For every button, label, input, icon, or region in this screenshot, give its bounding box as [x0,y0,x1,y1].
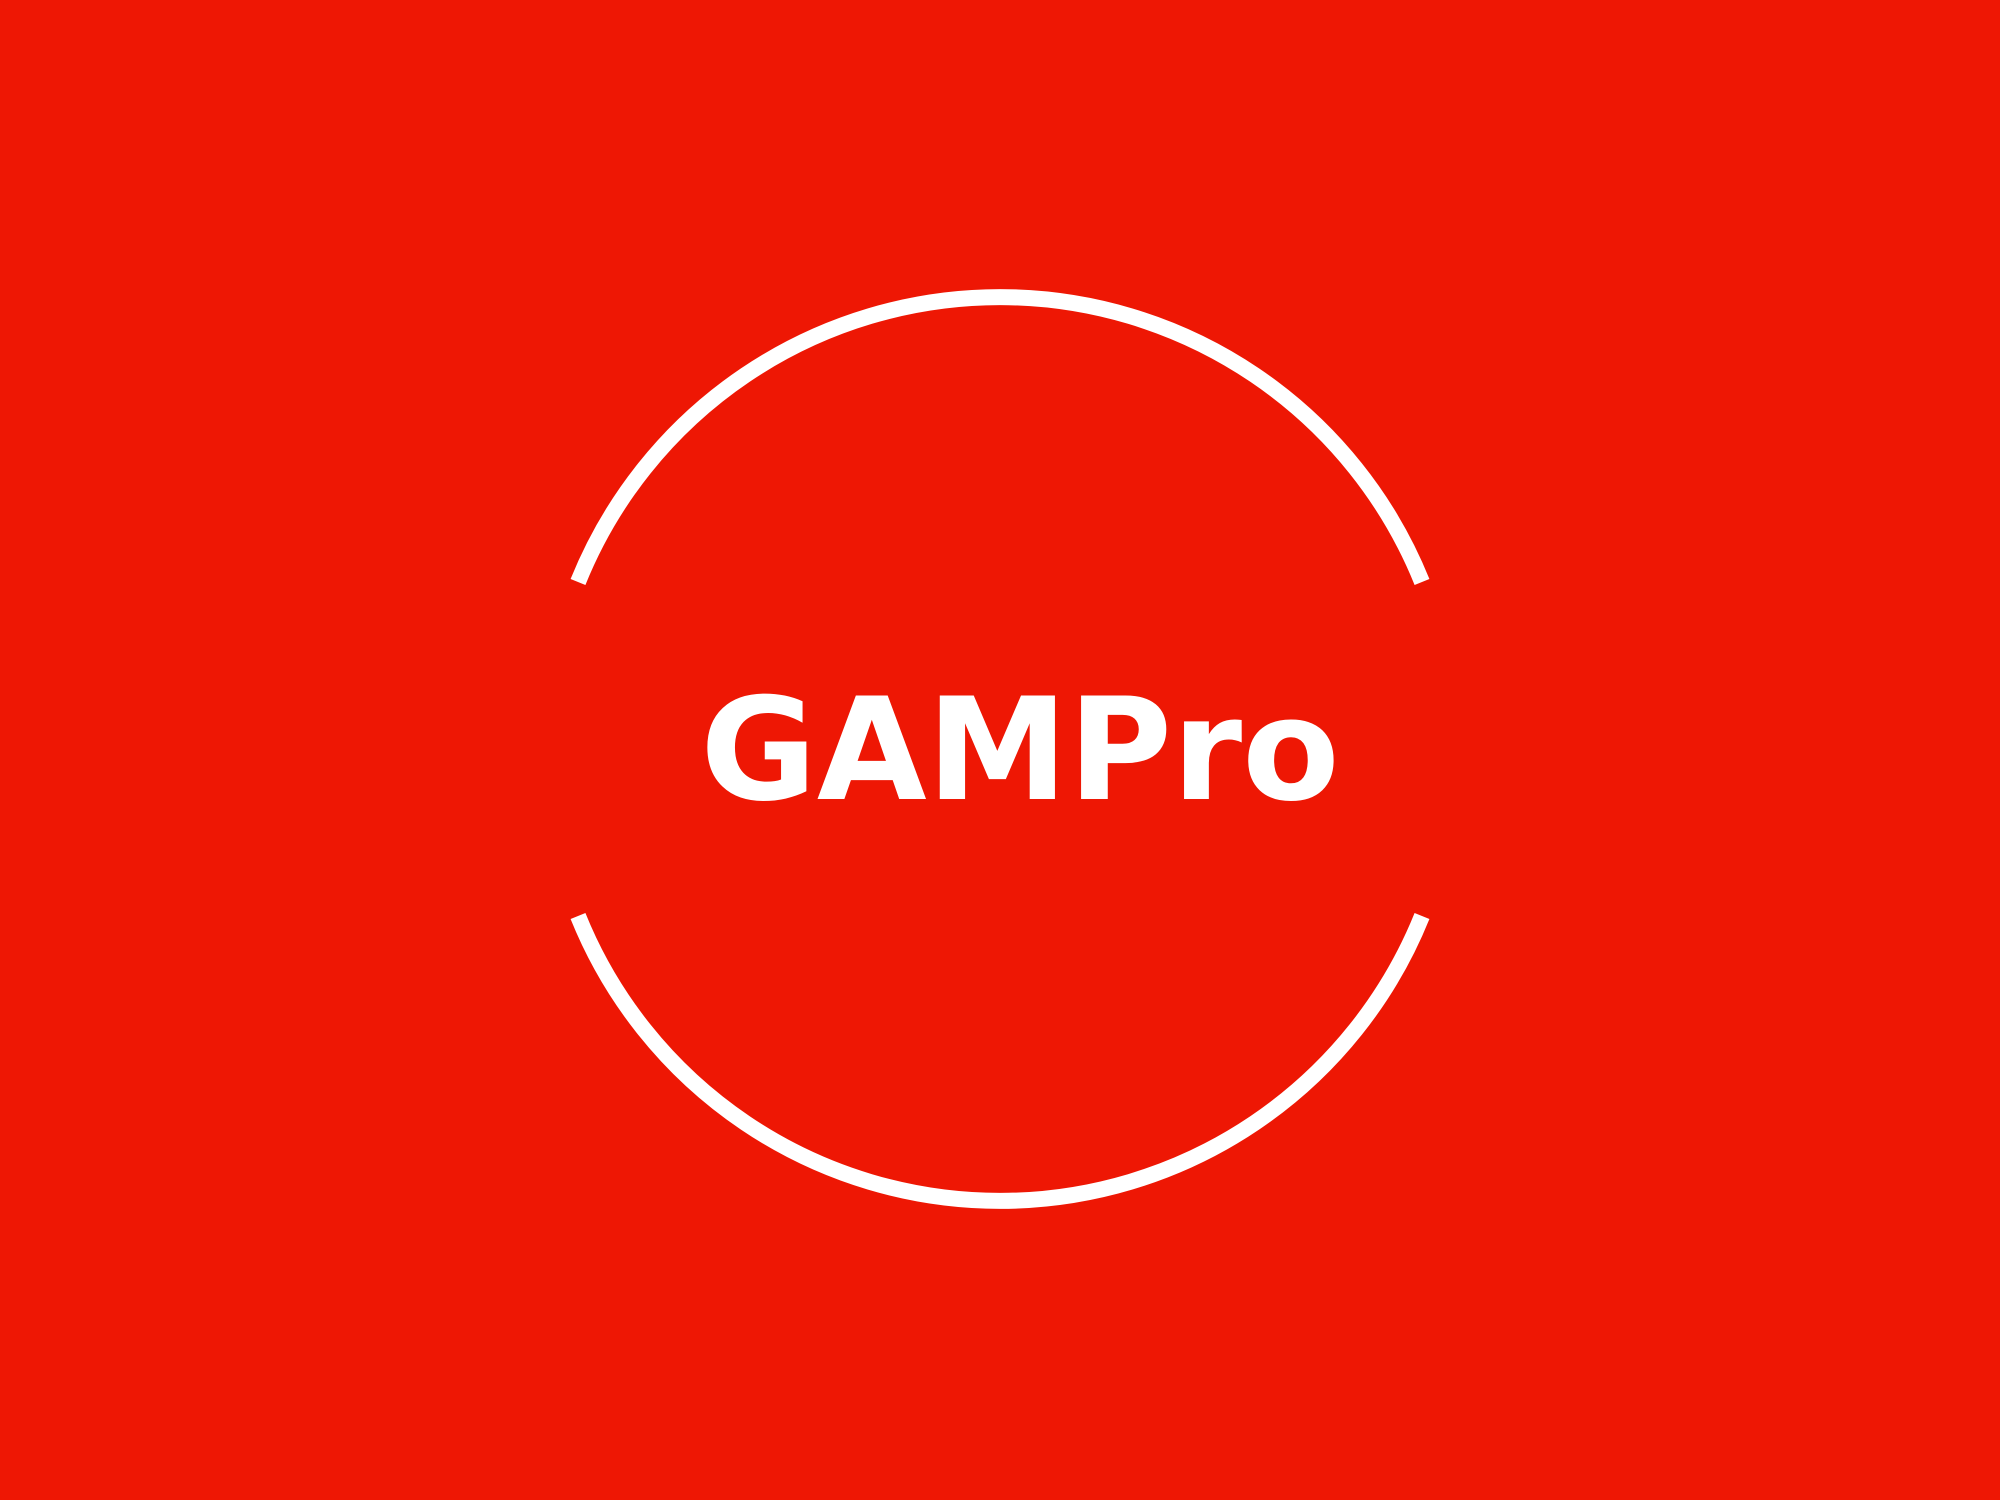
ring-lower-arc [570,913,1430,1209]
ring-upper-arc [570,289,1430,585]
logo-wordmark: GAMPro [700,668,1340,833]
